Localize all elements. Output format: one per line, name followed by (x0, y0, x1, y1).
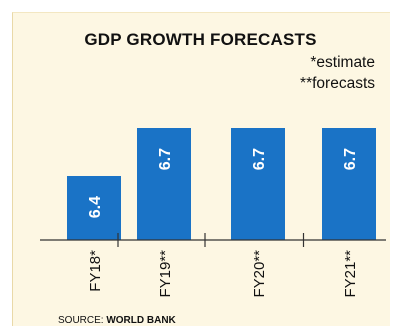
bar-1 (137, 128, 191, 240)
bar-value-label-1: 6.7 (157, 148, 174, 170)
category-label-0: FY18* (87, 250, 104, 292)
category-labels-group: FY18* FY19** FY20** FY21** (87, 250, 359, 298)
bar-0 (67, 176, 121, 240)
axis-ticks-group (117, 233, 305, 247)
category-label-1: FY19** (157, 250, 174, 298)
category-label-2: FY20** (251, 250, 268, 298)
bars-group: 6.4 6.7 6.7 6.7 (67, 128, 376, 240)
bar-3 (322, 128, 376, 240)
estimate-note: *estimate (310, 54, 375, 71)
source-prefix: SOURCE: (58, 315, 107, 326)
category-label-3: FY21** (342, 250, 359, 298)
bar-value-label-3: 6.7 (342, 148, 359, 170)
forecasts-note: **forecasts (300, 75, 375, 92)
bar-2 (231, 128, 285, 240)
chart-title: GDP GROWTH FORECASTS (84, 30, 317, 49)
bar-value-label-0: 6.4 (87, 196, 104, 218)
source-credit: SOURCE: WORLD BANK (58, 315, 176, 326)
source-name: WORLD BANK (106, 315, 176, 326)
bar-value-label-2: 6.7 (251, 148, 268, 170)
